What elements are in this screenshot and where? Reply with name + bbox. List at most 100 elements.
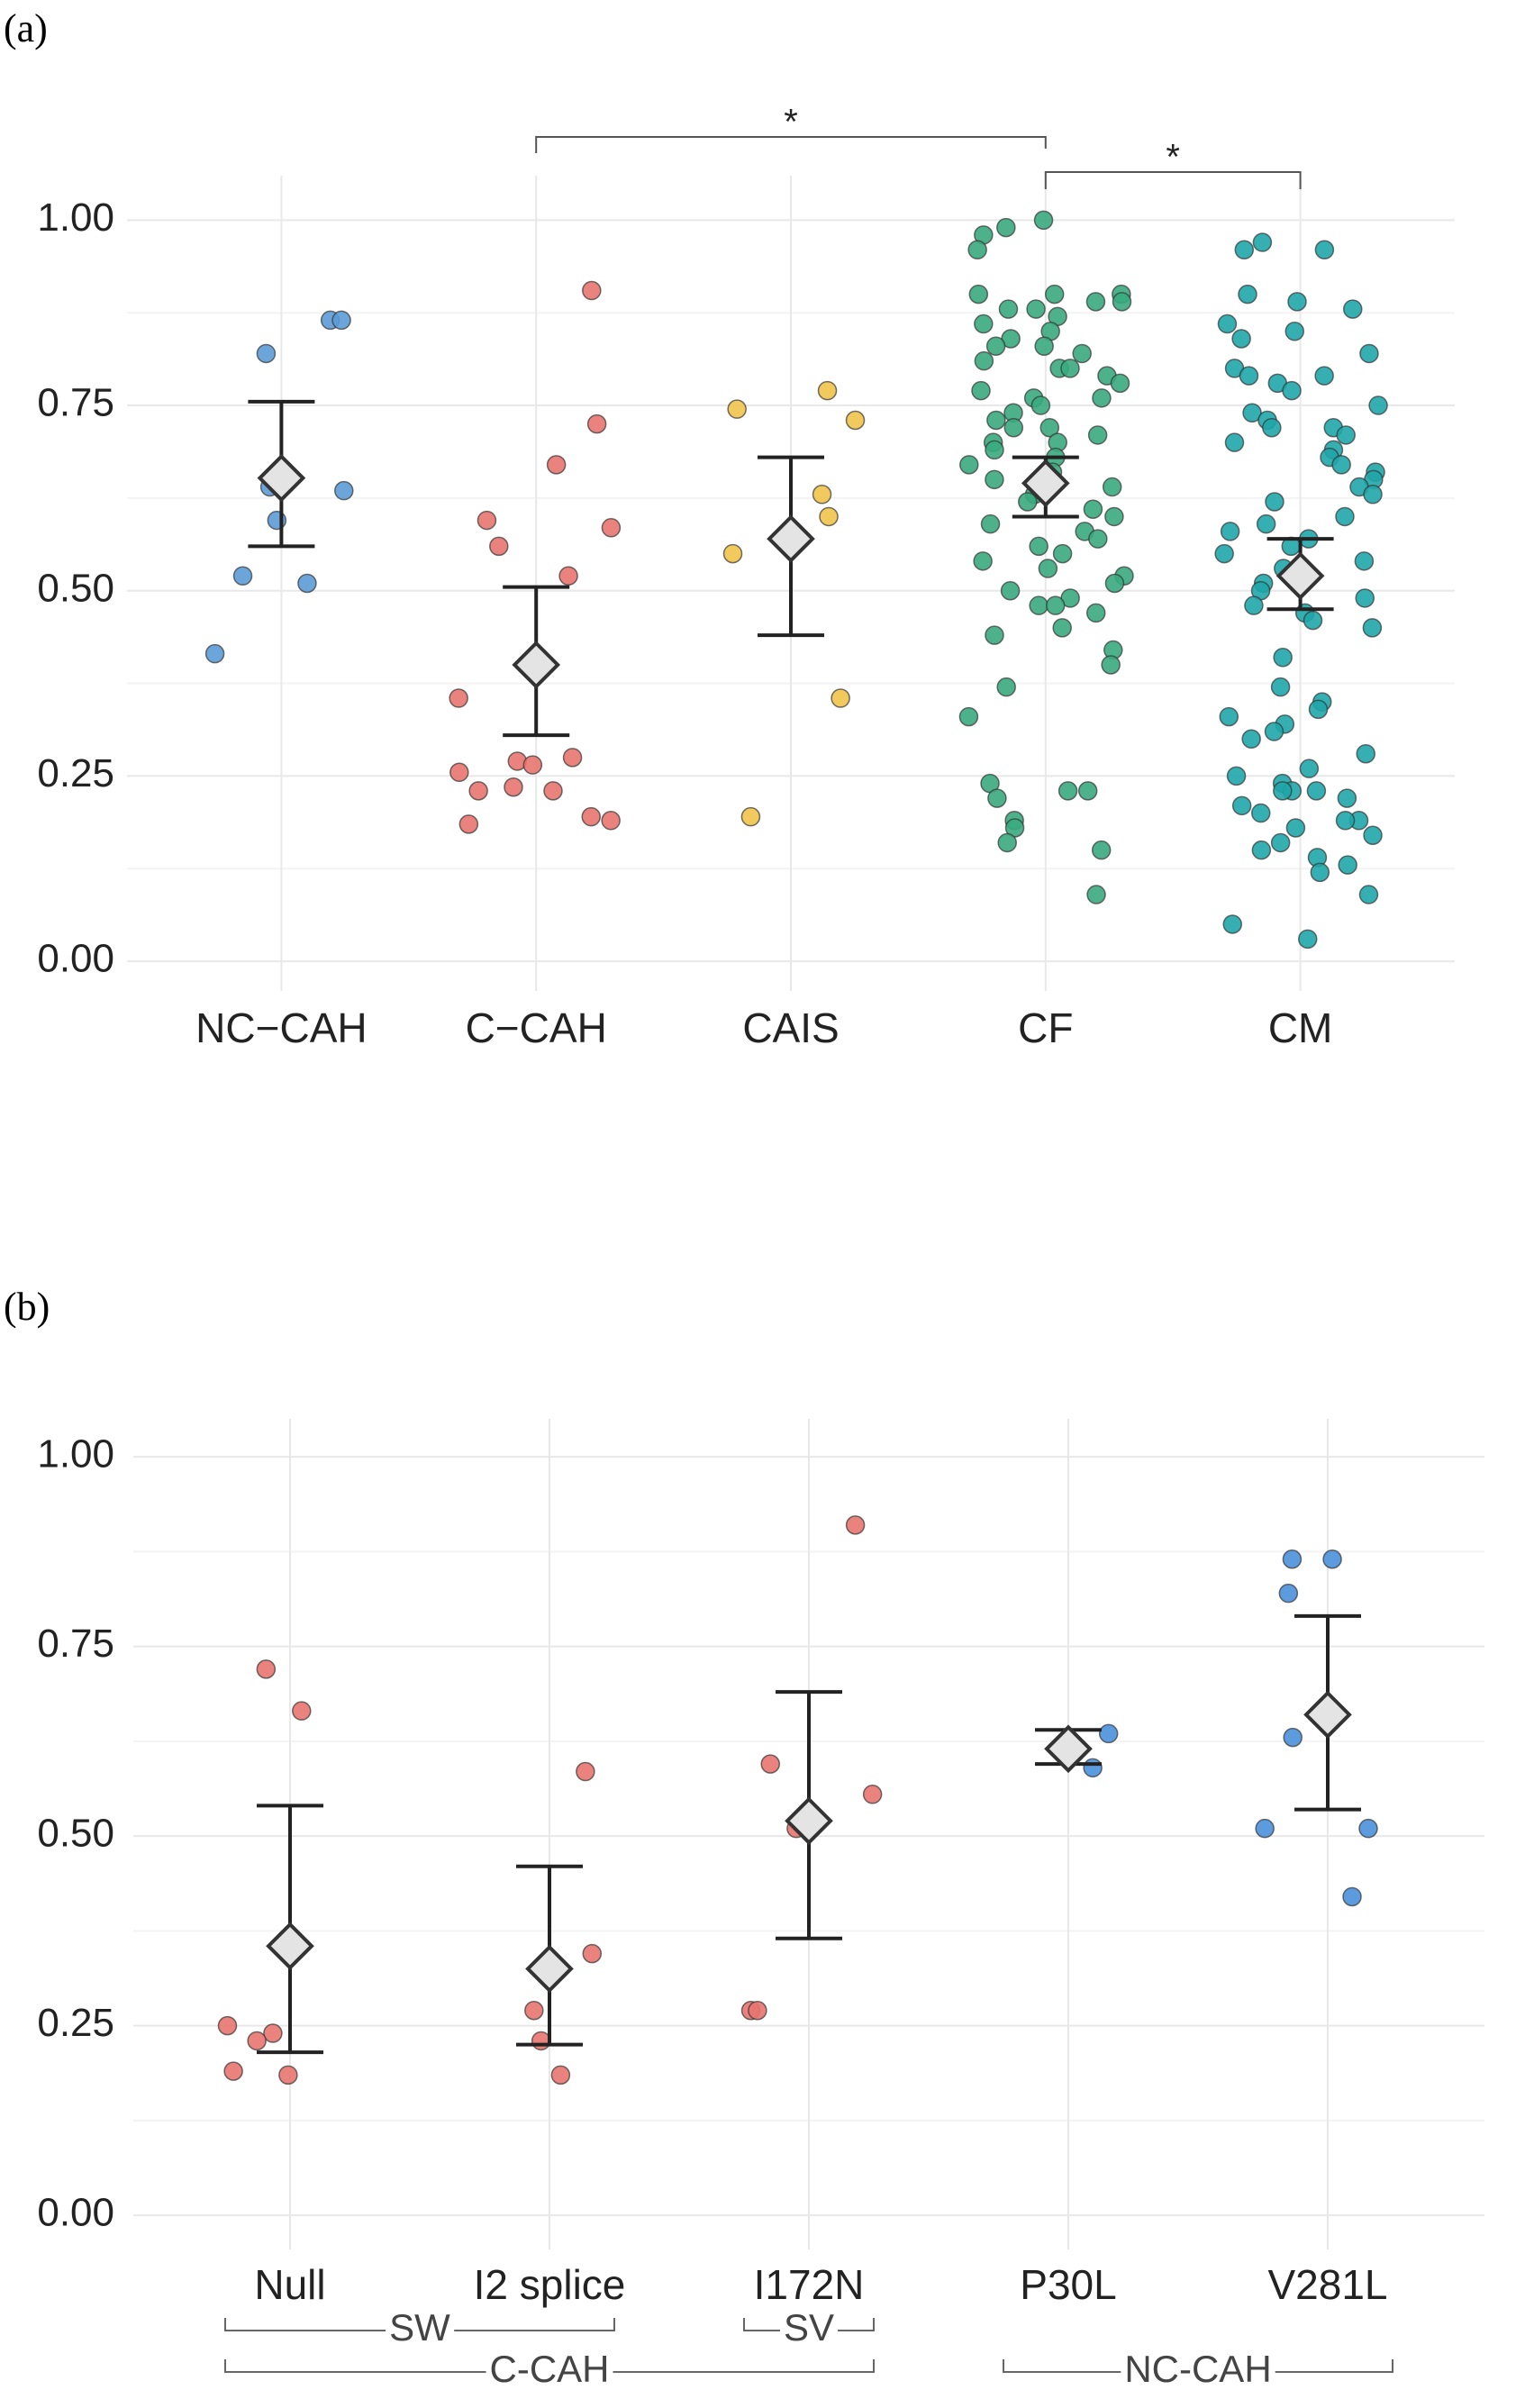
data-point — [1336, 425, 1356, 445]
group-label: SW — [389, 2306, 450, 2349]
data-point — [334, 480, 354, 501]
data-point — [1217, 313, 1238, 334]
data-point — [256, 1659, 277, 1679]
data-point — [996, 217, 1016, 238]
data-point — [980, 513, 1001, 534]
data-point — [748, 2001, 767, 2021]
data-point — [1303, 610, 1323, 631]
data-point — [997, 832, 1017, 853]
data-point — [845, 410, 866, 431]
data-point — [1337, 788, 1357, 808]
group-label-bg — [779, 2327, 839, 2334]
panel-label: (b) — [4, 1285, 50, 1329]
data-point — [1241, 729, 1261, 750]
data-point — [232, 566, 253, 586]
data-point — [1072, 343, 1092, 364]
data-point — [1083, 499, 1103, 519]
data-point — [1358, 1818, 1378, 1839]
data-point — [1270, 677, 1291, 697]
significance-label: * — [1166, 138, 1180, 177]
data-point — [531, 2031, 551, 2051]
data-point — [449, 688, 468, 708]
data-point — [546, 455, 567, 475]
data-point — [1044, 284, 1065, 304]
data-point — [223, 2061, 243, 2081]
data-point — [522, 755, 543, 775]
x-tick-label: CF — [1018, 1004, 1073, 1051]
data-point — [1239, 366, 1259, 386]
y-tick-label: 0.25 — [37, 2001, 114, 2045]
y-tick-label: 0.25 — [37, 751, 114, 795]
data-point — [468, 781, 488, 801]
data-point — [1368, 395, 1388, 415]
x-tick-label: I172N — [754, 2261, 865, 2308]
x-tick-label: CAIS — [742, 1004, 839, 1051]
data-point — [1270, 832, 1291, 853]
data-point — [998, 299, 1019, 319]
data-point — [1308, 699, 1329, 720]
data-point — [1252, 232, 1273, 252]
data-point — [247, 2031, 267, 2051]
x-tick-label: Null — [254, 2261, 325, 2308]
data-point — [1085, 603, 1106, 623]
x-tick-label: I2 splice — [474, 2261, 626, 2308]
data-point — [974, 313, 994, 334]
y-tick-label: 0.00 — [37, 2191, 114, 2235]
data-point — [1003, 417, 1024, 438]
data-point — [504, 777, 523, 797]
group-label-bg — [386, 2327, 455, 2334]
data-point — [263, 2023, 283, 2043]
data-point — [1058, 781, 1078, 801]
data-point — [968, 284, 989, 304]
data-point — [1314, 240, 1335, 260]
data-point — [1362, 618, 1383, 638]
data-point — [1359, 343, 1379, 364]
data-point — [1102, 477, 1122, 497]
data-point — [986, 410, 1006, 431]
data-point — [1355, 588, 1375, 608]
y-tick-label: 0.50 — [37, 1812, 114, 1856]
data-point — [292, 1701, 312, 1721]
data-point — [973, 551, 993, 571]
mean-diamond — [1275, 551, 1325, 601]
data-point — [958, 706, 979, 727]
data-point — [297, 573, 317, 594]
data-point — [959, 455, 979, 475]
data-point — [1343, 299, 1363, 319]
data-point — [1045, 595, 1066, 615]
data-point — [601, 518, 622, 538]
data-point — [1363, 825, 1383, 845]
x-tick-label: CM — [1268, 1004, 1333, 1051]
data-point — [1310, 862, 1330, 883]
data-point — [1101, 655, 1121, 675]
data-point — [1086, 885, 1106, 904]
y-tick-label: 0.50 — [37, 566, 114, 610]
data-point — [862, 1785, 883, 1804]
data-point — [217, 2015, 238, 2036]
x-tick-label: V281L — [1267, 2261, 1387, 2308]
x-tick-label: C−CAH — [466, 1004, 607, 1051]
data-point — [1297, 929, 1318, 950]
data-point — [971, 380, 991, 401]
data-point — [1000, 580, 1021, 601]
data-point — [1077, 781, 1098, 801]
group-label: C-CAH — [490, 2348, 610, 2390]
data-point — [582, 1943, 603, 1964]
y-tick-label: 0.75 — [37, 381, 114, 425]
mean-diamond — [525, 1944, 574, 1994]
data-point — [1052, 543, 1073, 564]
data-point — [1087, 425, 1108, 445]
significance-label: * — [784, 103, 798, 142]
data-point — [1038, 559, 1058, 578]
data-point — [974, 350, 994, 371]
data-point — [582, 280, 602, 301]
data-point — [1088, 529, 1108, 549]
data-point — [1335, 811, 1356, 831]
data-point — [576, 1761, 595, 1782]
data-point — [1112, 292, 1132, 312]
data-point — [985, 625, 1004, 645]
data-point — [1238, 284, 1257, 304]
data-point — [1029, 595, 1048, 615]
data-point — [812, 485, 832, 504]
data-point — [1251, 840, 1272, 860]
